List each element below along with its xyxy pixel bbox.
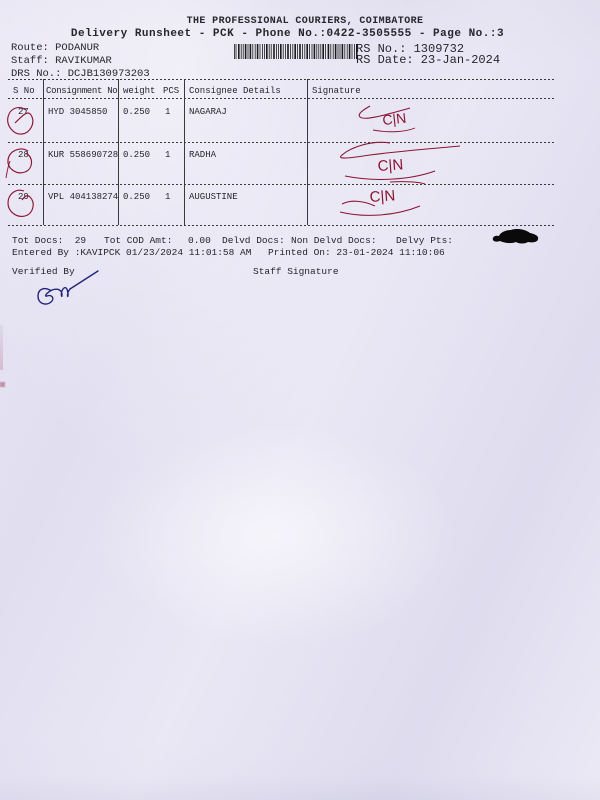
svg-text:C|N: C|N <box>377 156 404 175</box>
svg-text:C|N: C|N <box>369 187 396 206</box>
svg-text:C|N: C|N <box>382 110 407 128</box>
